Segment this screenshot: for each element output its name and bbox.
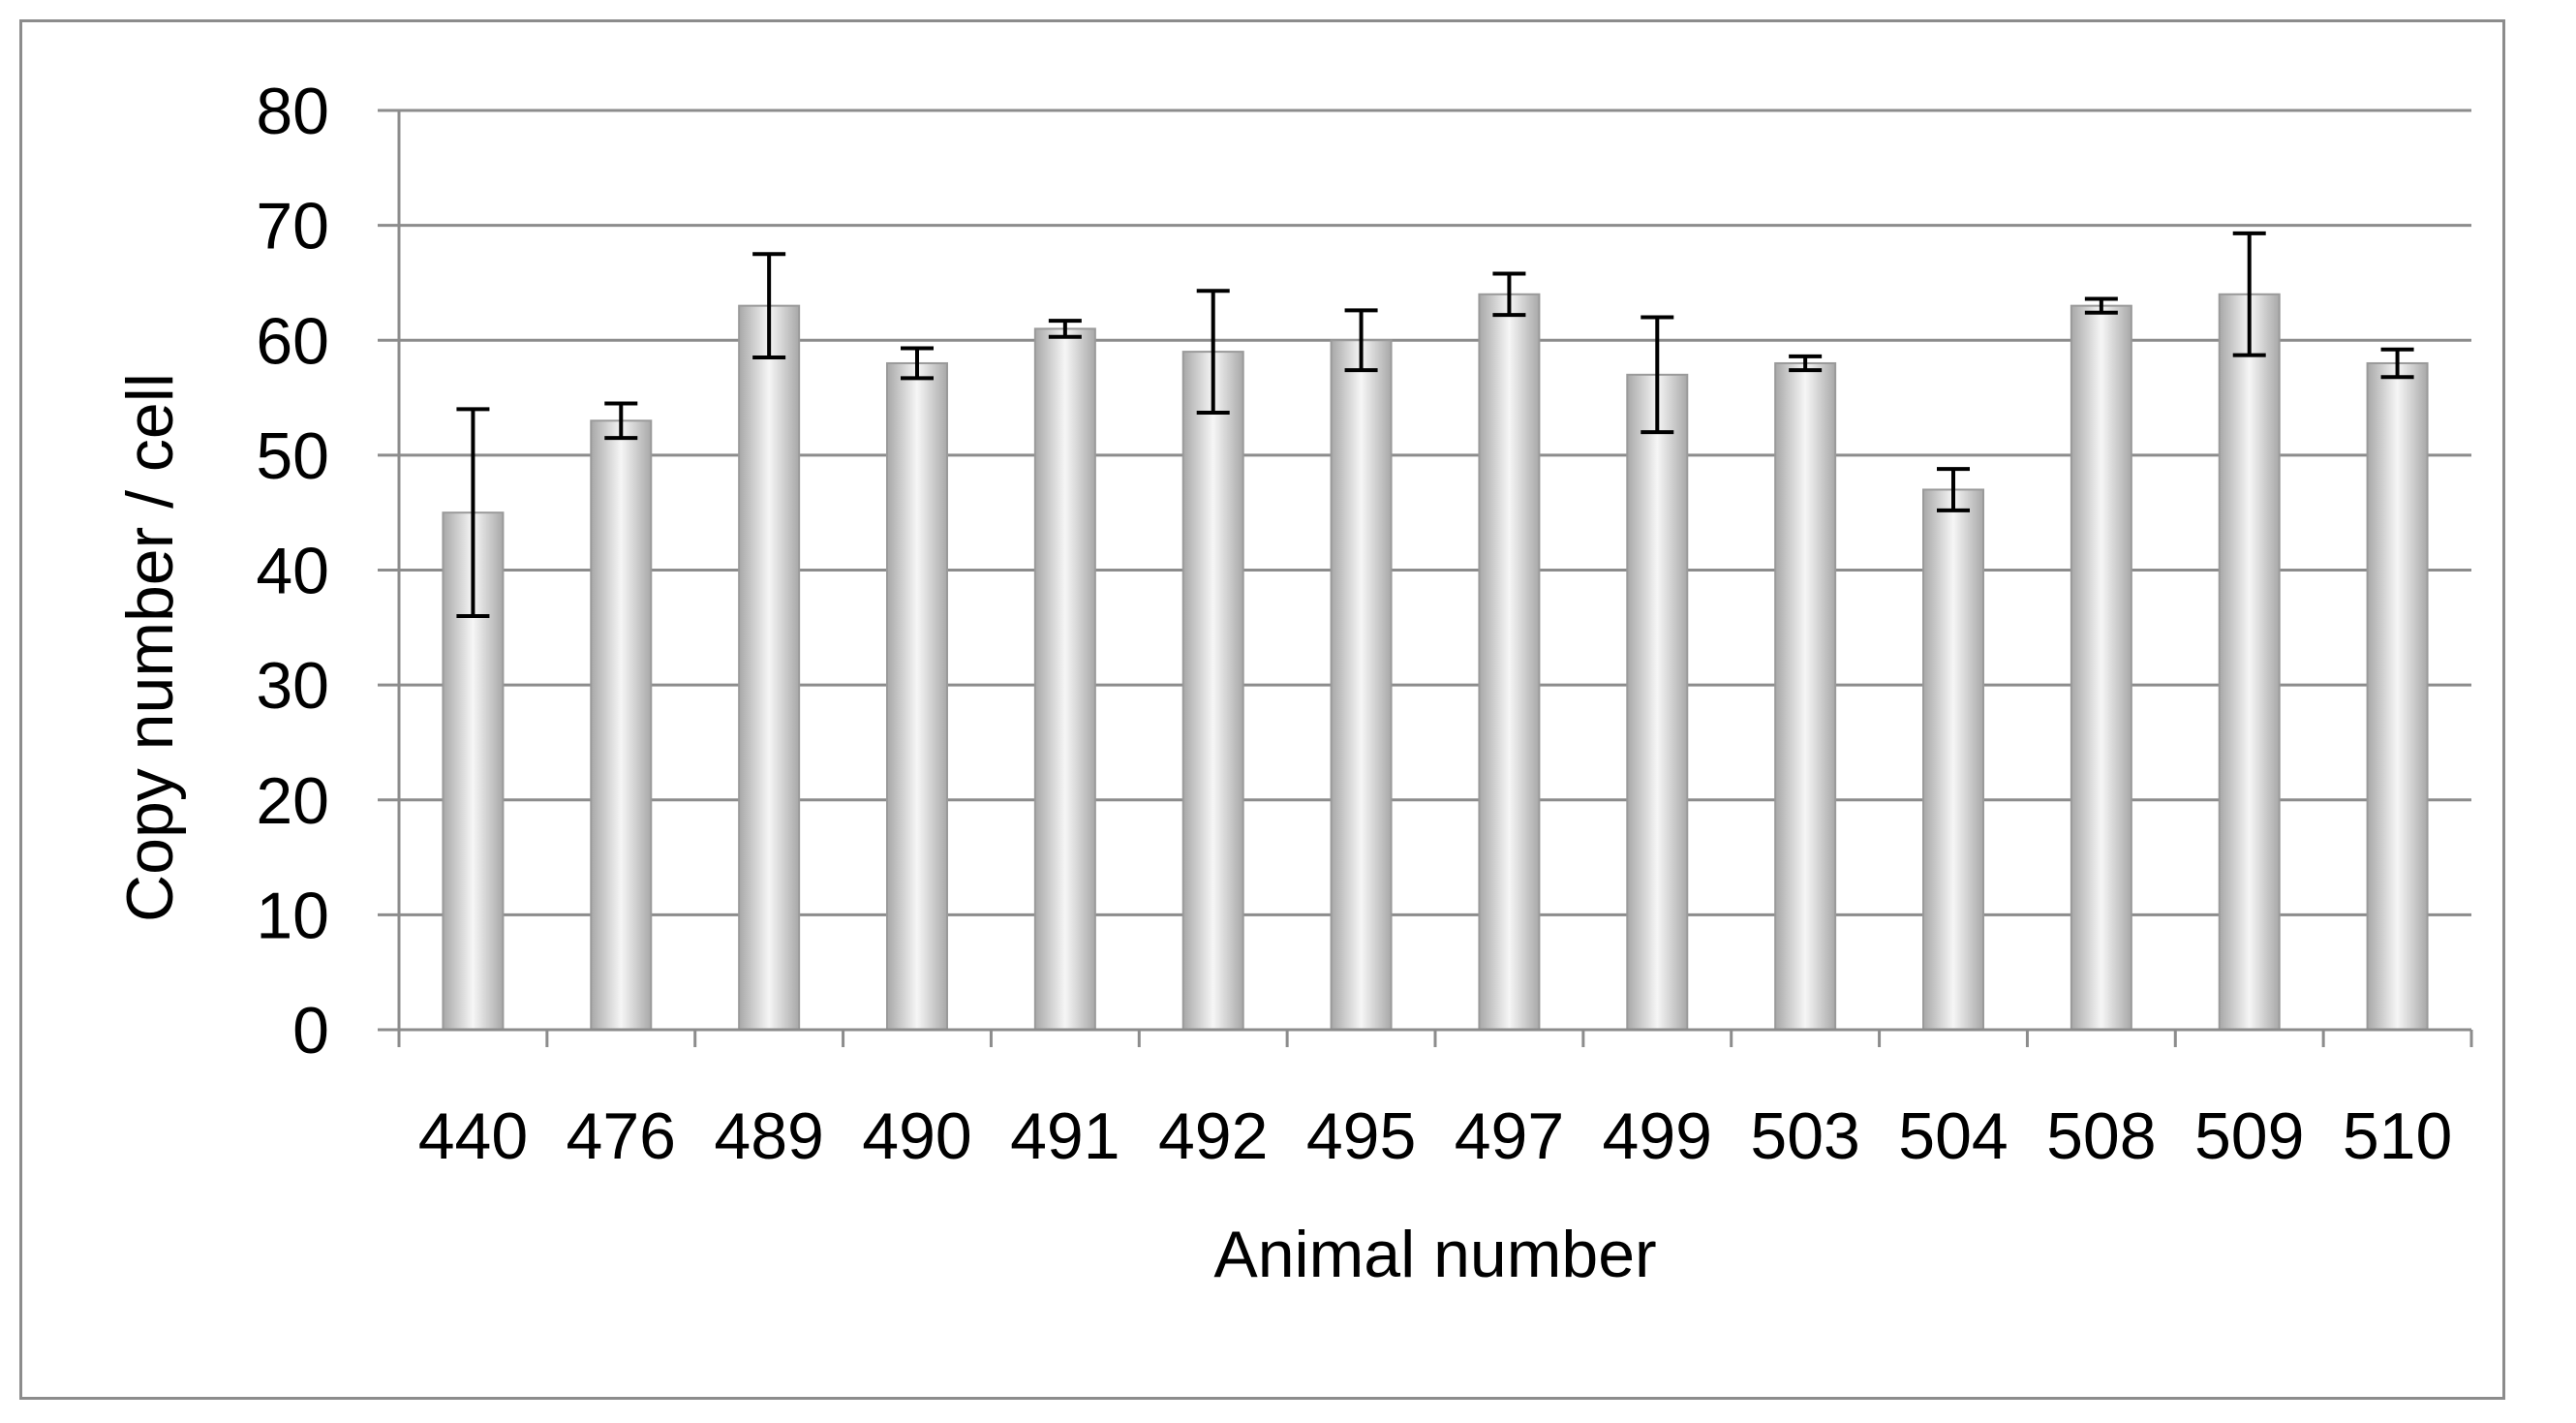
x-tick-label: 492 xyxy=(1158,1099,1268,1173)
y-tick-labels: 0 10 20 30 40 50 60 70 80 xyxy=(256,75,329,1067)
y-tick-label: 30 xyxy=(256,649,329,723)
bar-503 xyxy=(1774,361,1837,1032)
y-tick-label: 50 xyxy=(256,419,329,493)
x-tick-label: 476 xyxy=(567,1099,676,1173)
x-axis-title: Animal number xyxy=(1213,1218,1656,1291)
x-tick-label: 440 xyxy=(418,1099,528,1173)
y-axis-title: Copy number / cell xyxy=(113,373,187,922)
bar-476 xyxy=(590,419,653,1032)
x-tick-label: 497 xyxy=(1455,1099,1564,1173)
y-tick-label: 0 xyxy=(292,994,329,1067)
gridlines xyxy=(378,108,2471,1032)
y-tick-label: 40 xyxy=(256,535,329,608)
bars xyxy=(442,293,2429,1032)
bar-508 xyxy=(2070,304,2132,1032)
y-tick-label: 70 xyxy=(256,190,329,263)
bar-492 xyxy=(1181,351,1244,1031)
y-tick-label: 20 xyxy=(256,764,329,838)
x-tick-label: 509 xyxy=(2194,1099,2304,1173)
x-tick-label: 504 xyxy=(1898,1099,2008,1173)
bar-490 xyxy=(886,361,948,1032)
y-tick-label: 60 xyxy=(256,304,329,378)
bar-497 xyxy=(1478,293,1541,1031)
x-tick-label: 490 xyxy=(862,1099,971,1173)
bar-489 xyxy=(738,304,801,1032)
bar-504 xyxy=(1922,488,1984,1031)
x-tick-label: 503 xyxy=(1750,1099,1859,1173)
bar-510 xyxy=(2366,361,2429,1032)
y-tick-label: 10 xyxy=(256,879,329,952)
axes xyxy=(397,110,2473,1047)
x-tick-label: 491 xyxy=(1010,1099,1119,1173)
bar-499 xyxy=(1626,373,1689,1031)
x-tick-label: 499 xyxy=(1603,1099,1712,1173)
error-bars xyxy=(456,231,2414,618)
bar-495 xyxy=(1330,339,1393,1031)
y-tick-label: 80 xyxy=(256,75,329,148)
bar-509 xyxy=(2218,293,2281,1031)
x-tick-label: 495 xyxy=(1306,1099,1416,1173)
x-tick-labels: 440 476 489 490 491 492 495 497 499 503 504 508 509 5… xyxy=(418,1099,2453,1173)
x-tick-label: 510 xyxy=(2343,1099,2452,1173)
x-tick-label: 489 xyxy=(714,1099,823,1173)
x-tick-label: 508 xyxy=(2046,1099,2156,1173)
bar-491 xyxy=(1033,327,1096,1031)
